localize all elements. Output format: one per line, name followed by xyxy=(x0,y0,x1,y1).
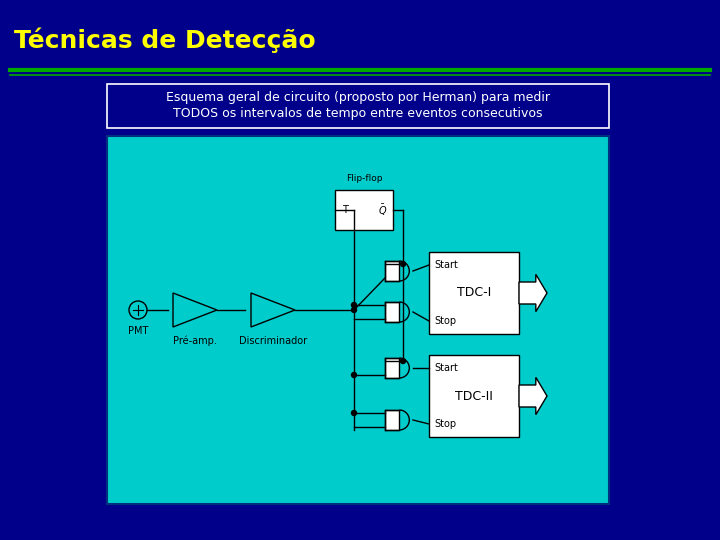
Text: Flip-flop: Flip-flop xyxy=(346,174,382,183)
Bar xyxy=(385,410,400,430)
Text: TDC-II: TDC-II xyxy=(455,389,493,402)
Polygon shape xyxy=(173,293,217,327)
Text: Start: Start xyxy=(434,363,458,373)
Bar xyxy=(429,252,519,334)
Text: T: T xyxy=(342,205,348,215)
Text: TDC-I: TDC-I xyxy=(457,287,491,300)
Bar xyxy=(107,84,609,128)
Bar xyxy=(107,136,609,504)
Bar xyxy=(429,355,519,437)
Circle shape xyxy=(351,373,356,377)
Text: Discriminador: Discriminador xyxy=(239,336,307,346)
Text: Pré-amp.: Pré-amp. xyxy=(173,336,217,347)
Polygon shape xyxy=(519,377,547,415)
Circle shape xyxy=(351,302,356,307)
Text: PMT: PMT xyxy=(128,326,148,336)
Text: Stop: Stop xyxy=(434,316,456,326)
Text: TODOS os intervalos de tempo entre eventos consecutivos: TODOS os intervalos de tempo entre event… xyxy=(174,107,543,120)
Text: Stop: Stop xyxy=(434,419,456,429)
Bar xyxy=(385,358,400,378)
Text: Start: Start xyxy=(434,260,458,270)
Circle shape xyxy=(400,261,405,267)
Bar xyxy=(385,261,400,281)
Bar xyxy=(385,302,400,322)
Polygon shape xyxy=(251,293,295,327)
Circle shape xyxy=(400,359,405,363)
Bar xyxy=(335,190,393,230)
Circle shape xyxy=(351,410,356,415)
Text: $\bar{Q}$: $\bar{Q}$ xyxy=(378,202,387,218)
Text: Técnicas de Detecção: Técnicas de Detecção xyxy=(14,27,315,53)
Circle shape xyxy=(351,307,356,313)
Text: Esquema geral de circuito (proposto por Herman) para medir: Esquema geral de circuito (proposto por … xyxy=(166,91,550,104)
Circle shape xyxy=(129,301,147,319)
Polygon shape xyxy=(519,274,547,312)
